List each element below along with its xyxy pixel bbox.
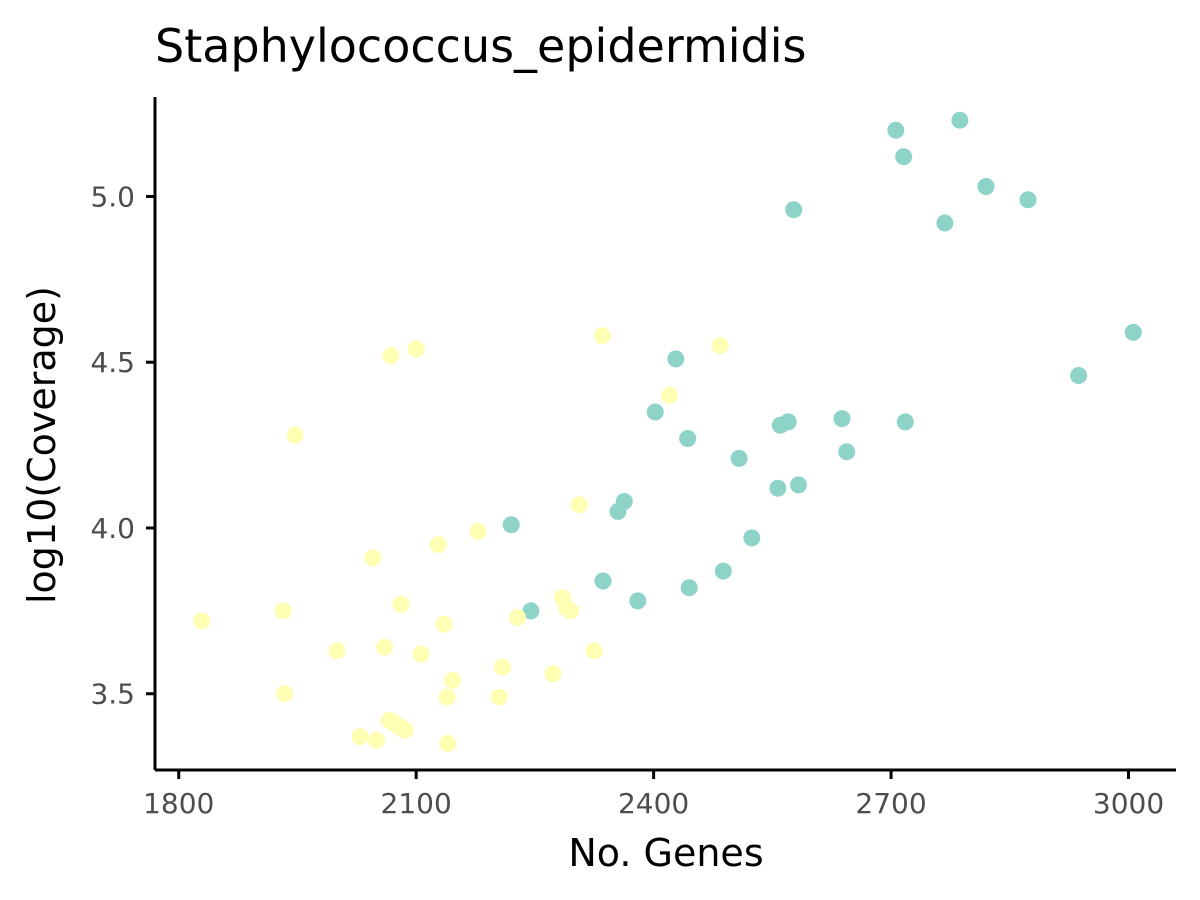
data-point	[438, 688, 456, 706]
data-point	[376, 638, 393, 656]
y-tick-label: 5.0	[90, 180, 135, 213]
data-point	[646, 403, 664, 421]
chart-title: Staphylococcus_epidermidis	[155, 19, 806, 73]
data-point	[779, 413, 797, 431]
data-point	[679, 430, 697, 447]
data-point	[714, 562, 732, 580]
data-point	[439, 735, 457, 752]
y-tick-label: 4.0	[90, 512, 135, 545]
x-tick-label: 3000	[1093, 787, 1164, 820]
data-point	[769, 479, 787, 497]
data-point	[502, 516, 520, 534]
data-point	[469, 522, 487, 540]
points-layer	[193, 111, 1142, 752]
x-tick-label: 2700	[855, 787, 926, 820]
data-point	[1070, 367, 1088, 384]
data-point	[509, 609, 526, 626]
x-tick-label: 1800	[143, 787, 214, 820]
data-point	[833, 410, 851, 428]
data-point	[594, 572, 612, 590]
data-point	[193, 612, 211, 630]
data-point	[382, 347, 400, 365]
data-point	[494, 658, 511, 676]
data-point	[785, 201, 803, 219]
data-point	[711, 337, 729, 355]
data-point	[429, 536, 447, 554]
data-point	[276, 685, 294, 703]
data-point	[896, 413, 914, 431]
x-axis-ticks: 1800 2100 2400 2700 3000	[143, 770, 1164, 820]
data-point	[887, 121, 905, 139]
data-point	[977, 178, 995, 195]
data-point	[629, 592, 647, 610]
data-point	[661, 386, 678, 404]
y-tick-label: 3.5	[90, 678, 135, 711]
x-tick-label: 2100	[381, 787, 452, 820]
data-point	[444, 672, 462, 689]
data-point	[838, 443, 856, 461]
data-point	[680, 579, 698, 597]
data-point	[615, 493, 633, 510]
data-point	[286, 426, 304, 444]
data-point	[730, 449, 748, 467]
data-point	[368, 731, 386, 749]
data-point	[522, 602, 540, 620]
data-point	[1124, 323, 1142, 341]
data-point	[667, 350, 685, 368]
data-point	[407, 340, 425, 358]
x-tick-label: 2400	[618, 787, 689, 820]
data-point	[951, 111, 969, 129]
y-axis-ticks: 3.5 4.0 4.5 5.0	[90, 180, 155, 711]
data-point	[570, 496, 588, 514]
y-tick-label: 4.5	[90, 346, 135, 379]
data-point	[435, 615, 453, 633]
y-axis-title: log10(Coverage)	[20, 286, 64, 604]
data-point	[364, 549, 382, 567]
data-point	[490, 688, 508, 706]
data-point	[936, 214, 954, 232]
data-point	[895, 148, 913, 166]
data-point	[328, 642, 346, 660]
data-point	[743, 529, 761, 547]
data-point	[562, 602, 579, 620]
data-point	[585, 642, 603, 660]
data-point	[274, 602, 292, 620]
data-point	[392, 595, 410, 613]
data-point	[412, 645, 430, 663]
data-point	[790, 476, 807, 494]
data-point	[593, 327, 611, 345]
x-axis-title: No. Genes	[568, 831, 763, 875]
data-point	[396, 721, 414, 739]
data-point	[351, 728, 369, 746]
data-point	[544, 665, 562, 683]
data-point	[1019, 191, 1037, 209]
